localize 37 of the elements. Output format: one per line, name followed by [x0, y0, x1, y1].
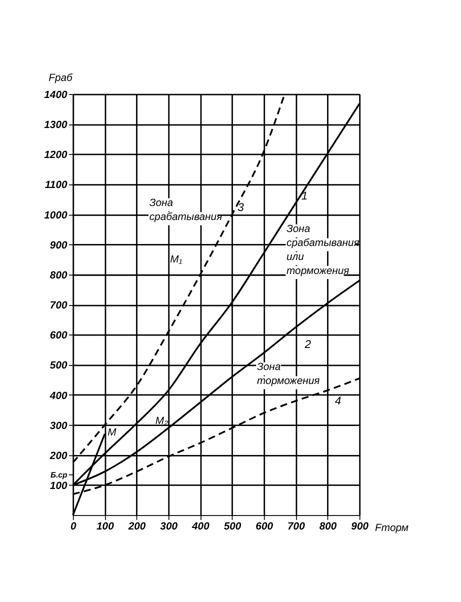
annotation: M₂	[155, 416, 168, 428]
series-label: 3	[238, 202, 245, 214]
x-tick-label: 400	[191, 522, 210, 532]
x-axis-title: Fторм	[375, 522, 409, 534]
y-tick-label: 300	[50, 420, 68, 432]
y-tick-label: 1400	[44, 90, 68, 102]
y-tick-label: 1000	[44, 210, 68, 222]
series-label: 4	[334, 395, 342, 408]
y-tick-label: 800	[50, 270, 68, 282]
y-tick-label: 900	[50, 240, 68, 252]
x-tick-label: 300	[160, 522, 178, 532]
x-tick-label: 100	[96, 522, 114, 532]
y-tick-label: 500	[50, 360, 68, 372]
x-tick-label: 700	[288, 522, 306, 532]
series-label: 1	[301, 190, 308, 203]
x-tick-label: 200	[127, 522, 146, 532]
x-tick-label: 600	[256, 522, 274, 532]
y-tick-label: 100	[50, 481, 68, 492]
annotation: Зона срабатывания	[149, 198, 223, 223]
y-tick-label: 600	[50, 330, 68, 342]
y-tick-label: 700	[50, 300, 68, 312]
y-tick-label: 400	[48, 390, 68, 402]
x-tick-label: 800	[319, 522, 337, 532]
annotation: M	[108, 427, 117, 438]
y-tick-label: 200	[48, 450, 68, 462]
y-tick-label: 1300	[44, 120, 68, 132]
y-tick-label: 1100	[44, 180, 68, 192]
y-tick-label: Б.ср	[50, 470, 68, 480]
x-tick-label: 900	[351, 522, 369, 532]
annotation: M₁	[170, 254, 183, 266]
annotation: Зона срабатывания или торможения	[286, 224, 360, 277]
annotation: Зона торможения	[256, 362, 320, 388]
series-label: 2	[304, 339, 312, 352]
x-tick-label: 0	[70, 522, 76, 532]
y-axis-title: Fраб	[48, 73, 74, 84]
y-tick-label: 1200	[44, 150, 68, 162]
x-tick-label: 500	[224, 522, 242, 532]
